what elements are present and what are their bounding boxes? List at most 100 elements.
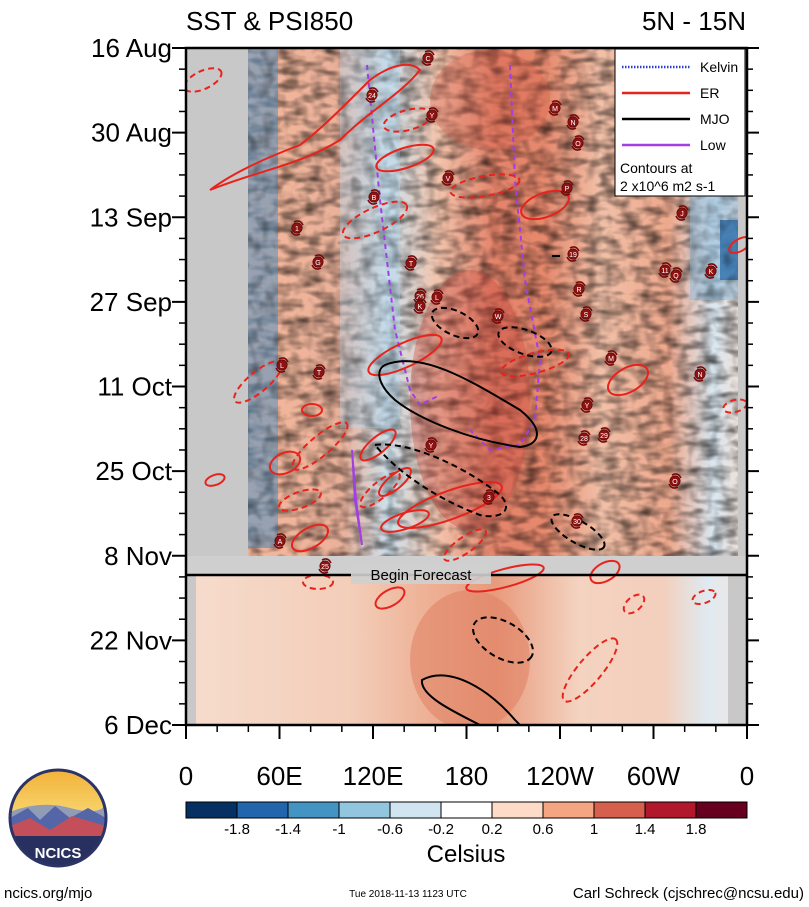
- y-tick-label: 25 Oct: [95, 456, 172, 486]
- forecast-label-bg: [351, 566, 491, 584]
- svg-text:28: 28: [580, 436, 588, 443]
- x-tick-label: 0: [740, 761, 754, 791]
- svg-text:C: C: [425, 56, 430, 63]
- colorbar-swatch: [491, 801, 544, 819]
- colorbar-swatch: [542, 801, 595, 819]
- chart-title: SST & PSI850: [186, 6, 353, 36]
- colorbar-tick-label: 1.8: [686, 821, 707, 838]
- y-tick-label: 30 Aug: [91, 118, 172, 148]
- y-tick-label: 8 Nov: [104, 541, 172, 571]
- colorbar-swatch: [695, 801, 748, 819]
- svg-text:K: K: [418, 304, 423, 311]
- colorbar-tick-label: -1: [332, 821, 345, 838]
- svg-text:Y: Y: [585, 403, 590, 410]
- x-tick-label: 0: [179, 761, 193, 791]
- svg-text:P: P: [565, 186, 570, 193]
- colorbar-swatch: [389, 801, 442, 819]
- svg-text:O: O: [575, 141, 581, 148]
- colorbar-tick-label: -0.2: [428, 821, 454, 838]
- svg-text:K: K: [709, 269, 714, 276]
- y-tick-label: 27 Sep: [90, 287, 172, 317]
- y-tick-label: 22 Nov: [90, 625, 172, 655]
- svg-text:11: 11: [661, 268, 668, 275]
- legend-label-mjo: MJO: [700, 111, 730, 127]
- svg-text:29: 29: [600, 433, 608, 440]
- svg-text:T: T: [317, 370, 322, 377]
- colorbar-swatch: [236, 801, 289, 819]
- legend-note-line2: 2 x10^6 m2 s-1: [620, 178, 715, 194]
- y-tick-label: 13 Sep: [90, 202, 172, 232]
- colorbar-swatch: [644, 801, 697, 819]
- svg-text:1: 1: [295, 226, 299, 233]
- x-tick-label: 120E: [343, 761, 404, 791]
- x-tick-label: 180: [445, 761, 488, 791]
- svg-text:M: M: [608, 356, 614, 363]
- colorbar-swatch: [185, 801, 238, 819]
- colorbar-swatch: [440, 801, 493, 819]
- colorbar: -1.8 -1.4 -1 -0.6 -0.2 0.2 0.6 1 1.4 1.8: [185, 801, 748, 838]
- colorbar-tick-label: 0.6: [533, 821, 554, 838]
- colorbar-swatch: [593, 801, 646, 819]
- svg-text:30: 30: [573, 519, 581, 526]
- svg-text:W: W: [495, 314, 502, 321]
- svg-text:L: L: [280, 363, 284, 370]
- forecast-label: Begin Forecast: [371, 567, 473, 584]
- legend: Kelvin ER MJO Low Contours at 2 x10^6 m2 s-…: [614, 48, 746, 197]
- svg-text:N: N: [570, 120, 575, 127]
- x-tick-label: 60E: [256, 761, 302, 791]
- footer-right: Carl Schreck (cjschrec@ncsu.edu): [573, 885, 804, 902]
- svg-text:24: 24: [368, 93, 376, 100]
- colorbar-tick-label: -1.4: [275, 821, 301, 838]
- svg-text:26: 26: [416, 294, 424, 301]
- warm-core: [410, 270, 530, 530]
- legend-label-kelvin: Kelvin: [700, 59, 738, 75]
- svg-text:25: 25: [321, 564, 329, 571]
- svg-text:L: L: [435, 295, 439, 302]
- ncics-logo: NCICS: [8, 768, 108, 868]
- svg-text:3: 3: [487, 495, 491, 502]
- colorbar-swatch: [287, 801, 340, 819]
- legend-note-line1: Contours at: [620, 160, 692, 176]
- mjo-contours-negative: [373, 306, 606, 664]
- x-tick-label: 120W: [526, 761, 594, 791]
- mjo-contours: [378, 360, 538, 725]
- y-tick-label: 6 Dec: [104, 710, 172, 740]
- x-axis: 0 60E 120E 180 120W 60W 0: [179, 725, 754, 791]
- svg-text:M: M: [552, 106, 558, 113]
- svg-text:O: O: [672, 479, 678, 486]
- legend-label-er: ER: [700, 85, 719, 101]
- colorbar-tick-label: 1: [590, 821, 598, 838]
- footer-center: Tue 2018-11-13 1123 UTC: [349, 889, 467, 900]
- svg-text:Q: Q: [673, 273, 679, 280]
- svg-text:R: R: [576, 287, 581, 294]
- svg-text:T: T: [409, 261, 414, 268]
- svg-text:G: G: [315, 260, 320, 267]
- colorbar-tick-label: -1.8: [224, 821, 250, 838]
- svg-text:B: B: [372, 195, 377, 202]
- svg-text:Y: Y: [429, 443, 434, 450]
- y-tick-label: 11 Oct: [97, 372, 172, 402]
- colorbar-unit: Celsius: [427, 841, 506, 868]
- svg-text:A: A: [278, 539, 283, 546]
- colorbar-tick-label: 0.2: [482, 821, 503, 838]
- land-mask-africa: [186, 48, 248, 556]
- y-axis: 16 Aug 30 Aug 13 Sep 27 Sep 11 Oct 25 Oct 8 No…: [90, 33, 759, 740]
- legend-label-low: Low: [700, 137, 727, 153]
- svg-text:N: N: [697, 372, 702, 379]
- svg-text:S: S: [584, 312, 589, 319]
- svg-text:V: V: [446, 176, 451, 183]
- colorbar-tick-label: -0.6: [377, 821, 403, 838]
- svg-text:Y: Y: [430, 113, 435, 120]
- low-contours: [351, 64, 542, 546]
- footer-left: ncics.org/mjo: [4, 885, 92, 902]
- land-mask-atlantic: [738, 48, 747, 556]
- colorbar-tick-label: 1.4: [635, 821, 656, 838]
- region-label: 5N - 15N: [642, 6, 746, 36]
- cyclone-markers: C 24 Y M N O P B V J 1 G T 19 11 Q K 26 …: [273, 50, 718, 574]
- er-contours: [204, 63, 747, 610]
- colorbar-swatch: [338, 801, 391, 819]
- svg-text:19: 19: [569, 252, 577, 259]
- x-tick-label: 60W: [627, 761, 681, 791]
- svg-text:J: J: [680, 211, 684, 218]
